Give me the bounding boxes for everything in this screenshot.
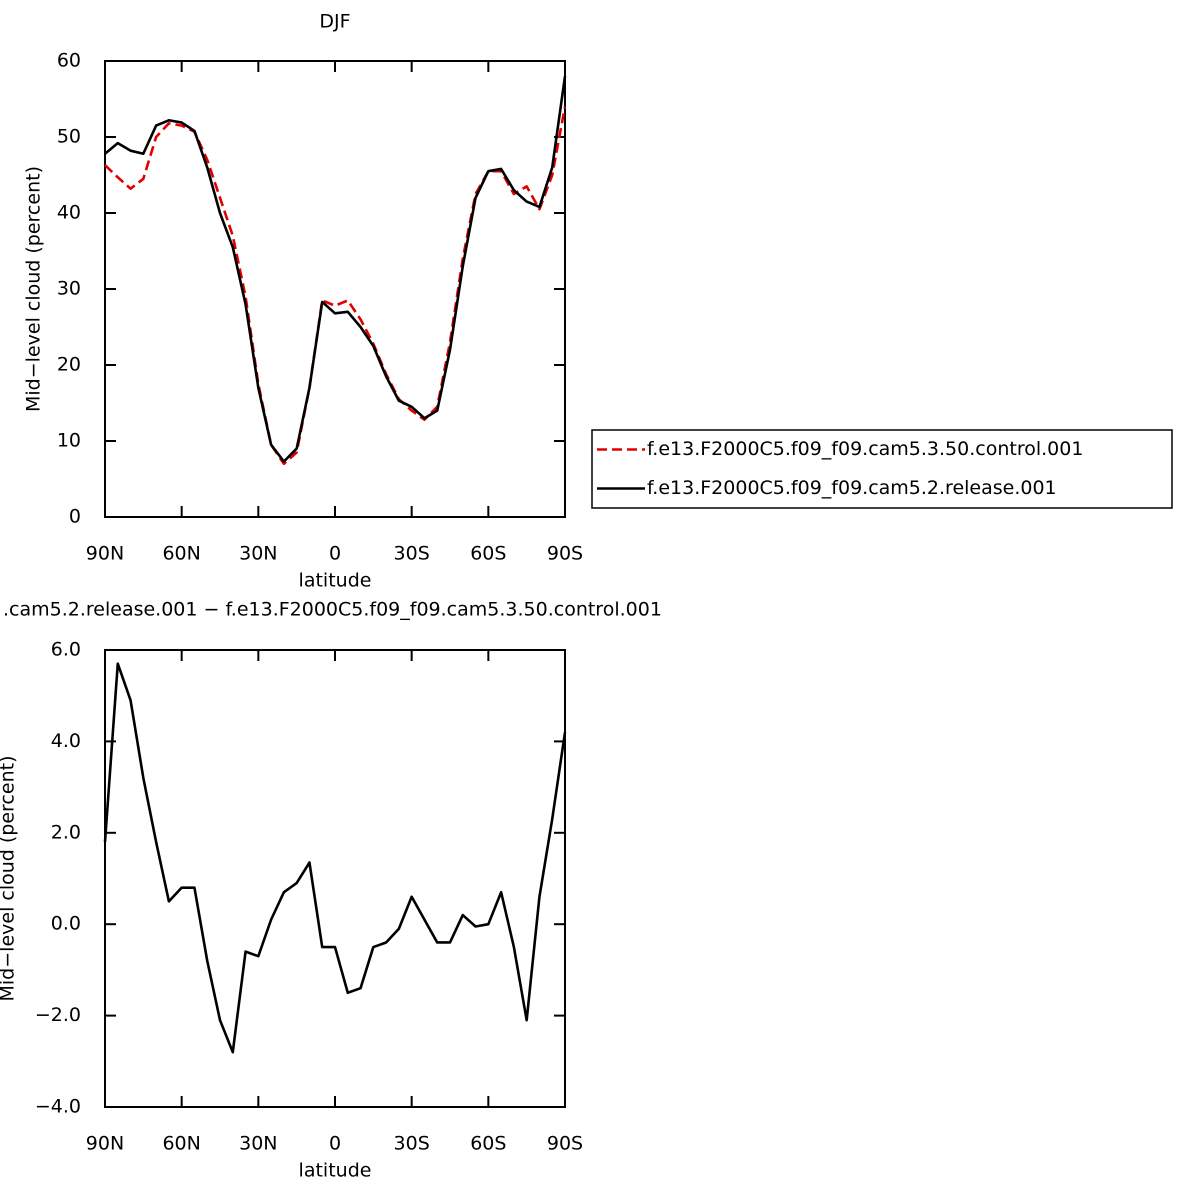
legend-label: f.e13.F2000C5.f09_f09.cam5.3.50.control.…: [647, 438, 1083, 460]
x-tick-label: 60S: [470, 543, 506, 565]
series-line: [103, 662, 567, 1054]
x-tick-label: 30S: [394, 543, 430, 565]
x-tick-label: 60N: [162, 1133, 200, 1155]
x-tick-label: 90N: [86, 1133, 124, 1155]
y-tick-label: 50: [57, 126, 81, 148]
y-tick-label: 30: [57, 278, 81, 300]
chart-title: DJF: [319, 11, 350, 33]
legend-box: [591, 429, 1173, 509]
series-line: [104, 106, 567, 466]
x-tick-label: 30S: [394, 1133, 430, 1155]
x-axis-label: latitude: [299, 1160, 372, 1182]
x-tick-label: 90S: [547, 543, 583, 565]
y-tick-label: −4.0: [35, 1096, 81, 1118]
x-tick-label: 0: [329, 543, 341, 565]
x-tick-label: 0: [329, 1133, 341, 1155]
legend-label: f.e13.F2000C5.f09_f09.cam5.2.release.001: [647, 477, 1057, 499]
plot-frame: [104, 60, 566, 518]
y-tick-label: 2.0: [51, 821, 81, 843]
plot-frame: [104, 649, 566, 1108]
y-tick-label: 0: [69, 506, 81, 528]
x-tick-label: 30N: [239, 543, 277, 565]
x-tick-label: 60S: [470, 1133, 506, 1155]
y-tick-label: 10: [57, 430, 81, 452]
y-tick-label: 40: [57, 202, 81, 224]
y-tick-label: 60: [57, 50, 81, 72]
x-tick-label: 30N: [239, 1133, 277, 1155]
x-axis-label: latitude: [299, 570, 372, 592]
y-tick-label: 0.0: [51, 913, 81, 935]
y-tick-label: 4.0: [51, 730, 81, 752]
series-line: [104, 76, 567, 463]
y-axis-label: Mid−level cloud (percent): [0, 756, 19, 1002]
x-tick-label: 90S: [547, 1133, 583, 1155]
y-tick-label: −2.0: [35, 1004, 81, 1026]
y-tick-label: 6.0: [51, 639, 81, 661]
x-tick-label: 60N: [162, 543, 200, 565]
x-tick-label: 90N: [86, 543, 124, 565]
y-axis-label: Mid−level cloud (percent): [23, 166, 45, 412]
y-tick-label: 20: [57, 354, 81, 376]
chart-title: .cam5.2.release.001 − f.e13.F2000C5.f09_…: [3, 599, 662, 621]
